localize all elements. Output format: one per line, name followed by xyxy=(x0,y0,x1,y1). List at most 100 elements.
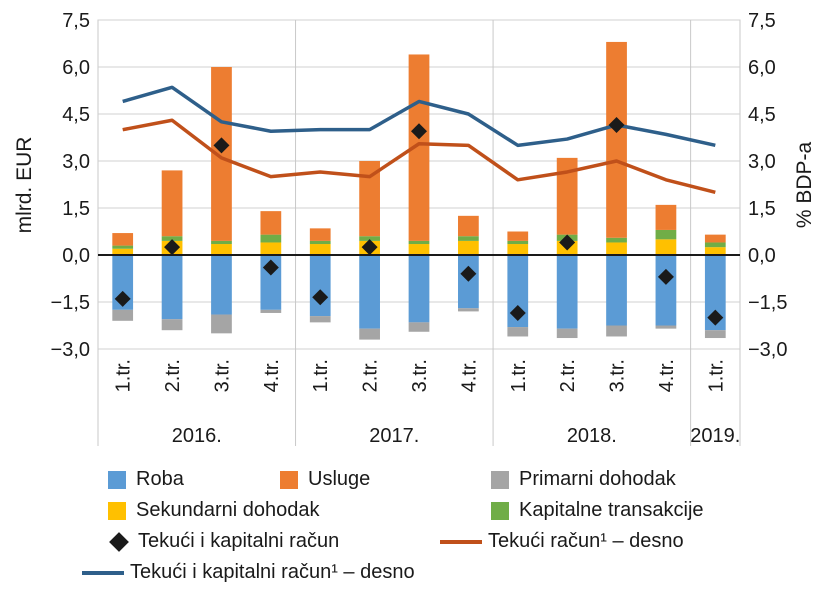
marker-diamond xyxy=(509,304,526,321)
marker-diamond xyxy=(657,268,674,285)
bar-roba xyxy=(408,255,430,323)
bar-primarni-dohodak xyxy=(359,328,380,340)
bar-primarni-dohodak xyxy=(606,325,627,337)
bar-primarni-dohodak xyxy=(161,319,183,331)
category-tick-label: 3.tr. xyxy=(607,359,629,392)
legend-swatch-sekundarni-dohodak xyxy=(108,501,126,520)
legend-item-tekuci-i-kapitalni-racun: Tekući i kapitalni račun xyxy=(108,526,339,557)
year-label: 2016. xyxy=(172,425,222,447)
bar-roba xyxy=(556,255,578,329)
legend-swatch-kapitalne-transakcije xyxy=(491,501,509,520)
bar-primarni-dohodak xyxy=(112,309,134,321)
bar-sekundarni-dohodak xyxy=(112,248,134,255)
bar-sekundarni-dohodak xyxy=(655,239,677,255)
diamond-marker-icon xyxy=(109,531,129,552)
year-label: 2017. xyxy=(369,425,419,447)
bar-usluge xyxy=(359,161,380,237)
category-tick-label: 3.tr. xyxy=(211,359,233,392)
legend-item-primarni-dohodak: Primarni dohodak xyxy=(491,464,676,495)
marker-diamond xyxy=(608,116,625,133)
bar-usluge xyxy=(556,157,578,235)
category-tick-label: 4.tr. xyxy=(261,359,283,392)
y-tick-label-right: 0,0 xyxy=(748,245,776,267)
legend-line-tekuci-i-kapitalni-racun-desno xyxy=(82,570,124,575)
y-tick-label-left: 3,0 xyxy=(62,151,90,173)
y-tick-label-left: −3,0 xyxy=(51,339,90,361)
bar-primarni-dohodak xyxy=(408,322,430,332)
category-tick-label: 2.tr. xyxy=(360,359,382,392)
bar-kapitalne-transakcije xyxy=(606,237,627,243)
legend-item-usluge: Usluge xyxy=(280,464,370,495)
y-tick-label-left: 0,0 xyxy=(62,245,90,267)
bar-roba xyxy=(606,255,627,326)
bar-usluge xyxy=(704,234,726,243)
bar-kapitalne-transakcije xyxy=(112,245,134,249)
y-tick-label-left: 1,5 xyxy=(62,198,90,220)
year-label: 2019. xyxy=(690,425,740,447)
category-tick-label: 2.tr. xyxy=(557,359,579,392)
y-tick-label-right: 7,5 xyxy=(748,10,776,32)
y-axis-right-title: % BDP-a xyxy=(793,142,816,229)
legend-item-kapitalne-transakcije: Kapitalne transakcije xyxy=(491,495,704,526)
bar-usluge xyxy=(655,204,677,230)
bar-sekundarni-dohodak xyxy=(211,244,232,255)
legend: Roba Usluge Primarni dohodak Sekundarni … xyxy=(82,464,828,588)
legend-item-tekuci-racun-desno: Tekući račun¹ – desno xyxy=(440,526,684,557)
bar-sekundarni-dohodak xyxy=(507,244,529,255)
bar-usluge xyxy=(309,228,331,241)
category-tick-label: 1.tr. xyxy=(508,359,530,392)
bar-kapitalne-transakcije xyxy=(260,234,282,243)
category-tick-label: 4.tr. xyxy=(656,359,678,392)
marker-diamond xyxy=(460,265,477,282)
marker-diamond xyxy=(114,290,131,307)
bar-primarni-dohodak xyxy=(260,309,282,313)
chart: 7,5 7,5 6,0 6,0 4,5 4,5 3,0 3,0 1,5 1,5 0,0 0,0 −1,5… xyxy=(13,10,816,447)
legend-label-tekuci-i-kapitalni-racun: Tekući i kapitalni račun xyxy=(138,530,340,552)
bar-kapitalne-transakcije xyxy=(408,240,430,245)
legend-label-sekundarni-dohodak: Sekundarni dohodak xyxy=(136,499,320,521)
y-tick-label-left: 4,5 xyxy=(62,104,90,126)
bar-roba xyxy=(309,255,331,317)
y-axis-left-title: mlrd. EUR xyxy=(13,137,36,234)
bar-roba xyxy=(211,255,232,315)
legend-label-usluge: Usluge xyxy=(308,468,371,490)
category-tick-label: 2.tr. xyxy=(162,359,184,392)
category-tick-label: 1.tr. xyxy=(705,359,727,392)
gridlines xyxy=(97,19,741,446)
bar-sekundarni-dohodak xyxy=(408,244,430,255)
legend-swatch-usluge xyxy=(280,470,298,489)
bar-primarni-dohodak xyxy=(458,308,479,312)
marker-diamond xyxy=(559,234,576,251)
year-label: 2018. xyxy=(567,425,617,447)
legend-label-primarni-dohodak: Primarni dohodak xyxy=(519,468,676,490)
marker-diamond xyxy=(411,123,427,140)
bar-kapitalne-transakcije xyxy=(458,236,479,241)
bar-usluge xyxy=(211,67,232,241)
legend-line-tekuci-racun-desno xyxy=(440,539,482,544)
marker-diamond xyxy=(361,239,378,256)
legend-label-kapitalne-transakcije: Kapitalne transakcije xyxy=(519,499,704,521)
bar-kapitalne-transakcije xyxy=(161,236,183,241)
bar-sekundarni-dohodak xyxy=(704,247,726,255)
bar-usluge xyxy=(606,41,627,238)
y-tick-label-right: 1,5 xyxy=(748,198,776,220)
line-series-1 xyxy=(122,118,716,195)
marker-diamond xyxy=(164,239,181,256)
y-tick-label-right: 4,5 xyxy=(748,104,776,126)
bar-kapitalne-transakcije xyxy=(507,240,529,245)
y-tick-label-right: 3,0 xyxy=(748,151,776,173)
legend-swatch-roba xyxy=(108,470,126,489)
bar-kapitalne-transakcije xyxy=(655,229,677,240)
category-tick-label: 3.tr. xyxy=(409,359,431,392)
category-tick-label: 1.tr. xyxy=(113,359,135,392)
bar-sekundarni-dohodak xyxy=(606,242,627,255)
legend-label-roba: Roba xyxy=(136,468,184,490)
bar-usluge xyxy=(458,215,479,237)
bar-usluge xyxy=(507,231,529,241)
legend-item-sekundarni-dohodak: Sekundarni dohodak xyxy=(108,495,319,526)
markers xyxy=(114,116,724,326)
axes: 7,5 7,5 6,0 6,0 4,5 4,5 3,0 3,0 1,5 1,5 0,0 0,0 −1,5… xyxy=(51,10,788,447)
bar-primarni-dohodak xyxy=(507,327,529,337)
bar-primarni-dohodak xyxy=(211,314,232,334)
y-tick-label-left: 6,0 xyxy=(62,57,90,79)
